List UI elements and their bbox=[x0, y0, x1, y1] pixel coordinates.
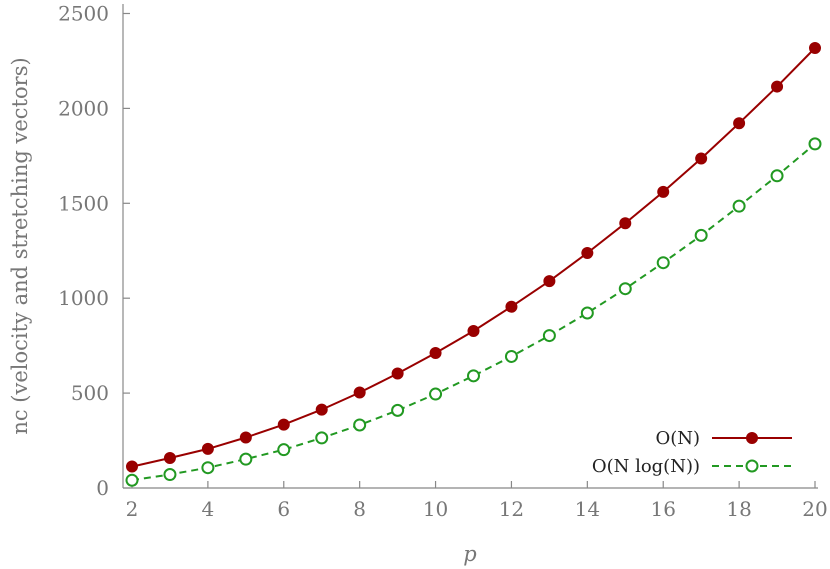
x-tick-label: 12 bbox=[499, 497, 524, 521]
data-point bbox=[656, 256, 670, 270]
data-point bbox=[277, 418, 290, 431]
x-tick-label: 6 bbox=[277, 497, 290, 521]
data-point bbox=[657, 185, 670, 198]
data-point bbox=[504, 349, 518, 363]
y-tick-label: 1000 bbox=[58, 286, 109, 310]
data-point bbox=[353, 386, 366, 399]
y-tick-label: 0 bbox=[96, 476, 109, 500]
data-point bbox=[163, 468, 177, 482]
plot-series bbox=[125, 42, 822, 487]
x-tick-label: 20 bbox=[802, 497, 827, 521]
x-tick-label: 10 bbox=[423, 497, 448, 521]
data-point bbox=[201, 461, 215, 475]
data-point bbox=[201, 442, 214, 455]
data-point bbox=[315, 403, 328, 416]
y-axis-title: nc (velocity and stretching vectors) bbox=[8, 57, 32, 434]
data-point bbox=[771, 80, 784, 93]
data-point bbox=[580, 306, 594, 320]
x-tick-label: 18 bbox=[726, 497, 751, 521]
legend-label-1: O(N) bbox=[655, 428, 700, 449]
data-point bbox=[581, 247, 594, 260]
legend: O(N) O(N log(N)) bbox=[592, 428, 792, 477]
series-2-line bbox=[131, 143, 816, 482]
legend-label-2: O(N log(N)) bbox=[592, 456, 700, 477]
data-point bbox=[808, 137, 822, 151]
data-point bbox=[125, 473, 139, 487]
legend-marker-1 bbox=[746, 432, 758, 444]
data-point bbox=[618, 282, 632, 296]
x-tick-label: 14 bbox=[575, 497, 600, 521]
data-point bbox=[694, 228, 708, 242]
x-tick-label: 8 bbox=[353, 497, 366, 521]
data-point bbox=[467, 325, 480, 338]
data-point bbox=[770, 169, 784, 183]
series-2 bbox=[125, 137, 822, 487]
series-1 bbox=[126, 42, 821, 473]
data-point bbox=[733, 117, 746, 130]
y-tick-label: 2500 bbox=[58, 1, 109, 25]
data-point bbox=[391, 367, 404, 380]
data-point bbox=[239, 452, 253, 466]
x-tick-label: 2 bbox=[126, 497, 139, 521]
data-point bbox=[163, 452, 176, 465]
series-1-line bbox=[131, 47, 816, 468]
y-tick-label: 2000 bbox=[58, 96, 109, 120]
data-point bbox=[542, 329, 556, 343]
data-point bbox=[353, 418, 367, 432]
y-tick-label: 500 bbox=[71, 381, 109, 405]
x-axis-title: p bbox=[463, 542, 476, 566]
data-point bbox=[277, 443, 291, 457]
data-point bbox=[732, 199, 746, 213]
data-point bbox=[126, 460, 138, 473]
x-tick-label: 4 bbox=[202, 497, 215, 521]
data-point bbox=[467, 369, 480, 383]
data-point bbox=[619, 217, 632, 230]
data-point bbox=[695, 152, 708, 165]
x-tick-label: 16 bbox=[650, 497, 675, 521]
data-point bbox=[391, 403, 405, 417]
data-point bbox=[429, 347, 442, 360]
data-point bbox=[239, 431, 252, 444]
data-point bbox=[543, 275, 556, 288]
data-point bbox=[315, 431, 329, 445]
y-tick-label: 1500 bbox=[58, 191, 109, 215]
axes: 2 4 6 8 10 12 14 16 18 20 0 500 1000 1500 2000 2500 bbox=[58, 1, 828, 521]
data-point bbox=[809, 42, 821, 55]
data-point bbox=[505, 300, 518, 313]
legend-marker-2 bbox=[745, 459, 759, 473]
data-point bbox=[429, 387, 443, 401]
